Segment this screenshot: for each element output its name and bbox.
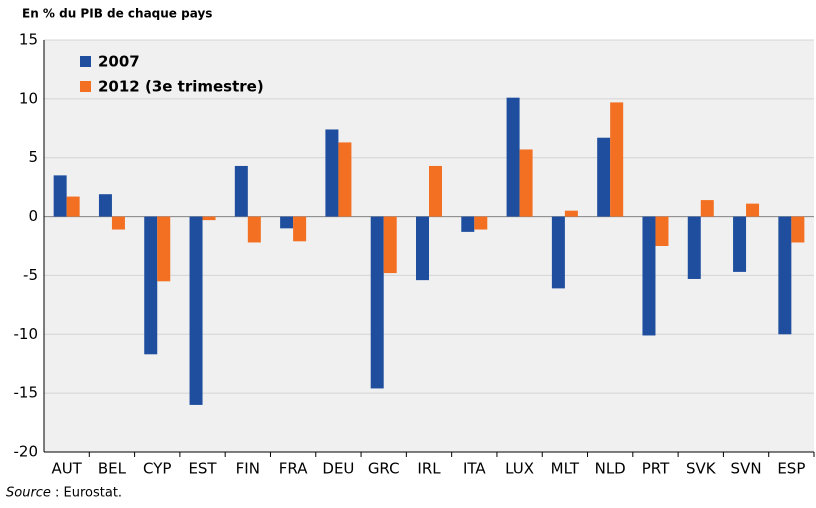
x-tick-label: DEU xyxy=(322,460,354,478)
x-tick-label: FRA xyxy=(279,460,308,478)
y-tick-label: 0 xyxy=(28,207,38,225)
x-tick-label: GRC xyxy=(368,460,400,478)
bar xyxy=(687,216,701,279)
y-tick-label: 10 xyxy=(19,89,38,107)
x-tick-label: CYP xyxy=(143,460,171,478)
bar xyxy=(293,216,307,242)
bar xyxy=(111,216,125,230)
bar xyxy=(506,97,520,217)
bar xyxy=(778,216,792,335)
bar xyxy=(474,216,488,230)
bars xyxy=(53,97,805,405)
legend-label: 2007 xyxy=(98,53,140,71)
x-tick-label: MLT xyxy=(551,460,580,478)
x-tick-label: BEL xyxy=(98,460,127,478)
bar xyxy=(157,216,171,282)
x-tick-label: IRL xyxy=(417,460,441,478)
bar xyxy=(429,165,442,217)
bar xyxy=(610,102,624,217)
x-tick-label: PRT xyxy=(642,460,670,478)
bar xyxy=(746,203,760,217)
source-label: Source xyxy=(6,486,51,501)
x-tick-label: NLD xyxy=(595,460,626,478)
y-tick-label: -15 xyxy=(14,384,39,402)
legend-swatch xyxy=(80,81,91,92)
chart-subtitle: En % du PIB de chaque pays xyxy=(22,7,212,21)
x-tick-label: LUX xyxy=(505,460,534,478)
bar xyxy=(642,216,656,336)
bar xyxy=(98,194,112,217)
bar xyxy=(325,129,339,217)
source-text: : Eurostat. xyxy=(55,486,122,501)
x-tick-label: FIN xyxy=(236,460,260,478)
bar xyxy=(53,175,67,217)
x-tick-label: SVK xyxy=(686,460,717,478)
bar xyxy=(551,216,565,289)
legend-swatch xyxy=(80,56,91,67)
bar xyxy=(338,142,352,217)
bar xyxy=(66,196,80,217)
y-tick-label: -10 xyxy=(14,325,39,343)
bar xyxy=(733,216,747,272)
x-tick-label: ESP xyxy=(777,460,805,478)
bar xyxy=(597,137,611,217)
bar xyxy=(247,216,261,243)
y-tick-label: 5 xyxy=(28,148,38,166)
x-tick-label: ITA xyxy=(463,460,486,478)
y-tick-label: -20 xyxy=(14,443,39,461)
bar xyxy=(461,216,475,232)
y-tick-label: 15 xyxy=(19,31,38,49)
bar xyxy=(189,216,203,405)
bar xyxy=(144,216,158,355)
x-tick-label: EST xyxy=(188,460,217,478)
bar xyxy=(700,200,714,217)
bar xyxy=(416,216,429,281)
x-tick-label: SVN xyxy=(731,460,762,478)
bar xyxy=(564,210,578,217)
x-tick-label: AUT xyxy=(51,460,82,478)
bar xyxy=(519,149,533,217)
bar xyxy=(655,216,669,246)
y-tick-label: -5 xyxy=(23,266,38,284)
bar xyxy=(383,216,397,274)
bar xyxy=(202,216,216,221)
bar xyxy=(791,216,805,243)
bar xyxy=(234,165,248,217)
legend-label: 2012 (3e trimestre) xyxy=(98,78,264,96)
bar xyxy=(280,216,294,229)
bar xyxy=(370,216,384,389)
